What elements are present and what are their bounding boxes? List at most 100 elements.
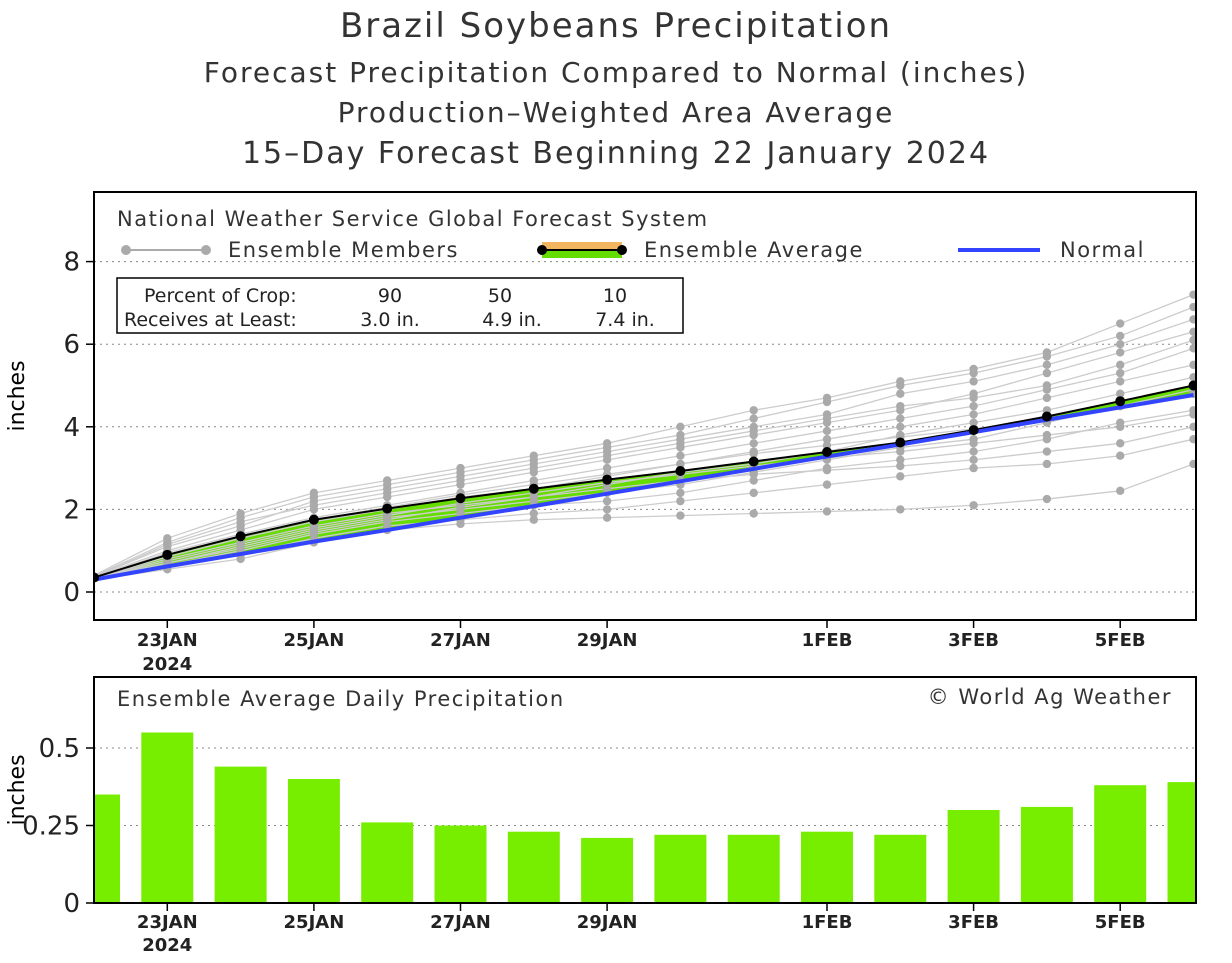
ensemble-member-line <box>94 438 1194 581</box>
daily-bar <box>287 779 340 903</box>
chart-subtitle-3: 15–Day Forecast Beginning 22 January 202… <box>241 136 991 171</box>
ensemble-member-point <box>236 544 245 553</box>
ensemble-member-point <box>969 401 978 411</box>
ensemble-member-point <box>1189 327 1196 337</box>
ensemble-member-point <box>896 447 905 456</box>
ensemble-member-point <box>1189 373 1196 382</box>
ensemble-member-point <box>1116 319 1125 328</box>
ensemble-member-line <box>94 331 1194 578</box>
ensemble-member-point <box>1189 290 1196 299</box>
ensemble-member-point <box>529 492 538 502</box>
crop-row2-value-1: 3.0 in. <box>360 309 420 331</box>
ensemble-member-point <box>969 439 978 448</box>
daily-bar <box>1094 785 1147 903</box>
ensemble-member-point <box>1042 368 1052 378</box>
ensemble-average-point <box>602 474 613 485</box>
ensemble-member-point <box>1189 315 1196 324</box>
ensemble-member-point <box>822 414 832 423</box>
daily-bar <box>507 831 560 903</box>
ensemble-member-point <box>676 488 685 498</box>
ensemble-member-point <box>1042 430 1052 440</box>
daily-bar <box>654 834 707 903</box>
crop-row2-value-2: 4.9 in. <box>482 309 542 331</box>
ensemble-member-point <box>1116 422 1125 431</box>
ensemble-member-point <box>456 503 465 512</box>
ensemble-member <box>94 422 1196 580</box>
ensemble-member-point <box>602 463 612 473</box>
ensemble-member-point <box>749 414 758 423</box>
ensemble-member-point <box>1042 352 1052 361</box>
ensemble-average-point <box>822 446 832 457</box>
ensemble-member-point <box>896 505 905 514</box>
ensemble-member-point <box>749 488 758 498</box>
top-y-tick-label: 4 <box>63 413 80 443</box>
ensemble-member-line <box>94 347 1194 579</box>
ensemble-member-point <box>1042 360 1052 370</box>
bottom-x-tick-label: 1FEB <box>802 912 853 933</box>
ensemble-member-point <box>1116 368 1125 378</box>
daily-bars-layer <box>94 732 1196 903</box>
ensemble-member-point <box>1189 302 1196 312</box>
top-legend: National Weather Service Global Forecast… <box>117 207 1143 262</box>
ensemble-member <box>94 410 1196 580</box>
daily-bar <box>434 825 487 903</box>
ensemble-member-point <box>1042 459 1052 469</box>
daily-bar <box>581 837 634 903</box>
ensemble-member-point <box>1189 360 1196 370</box>
cumulative-precip-plot: 0 2 4 6 8 23JAN 2024 25JAN 27JAN 29JAN 1FEB 3FEB 5F… <box>5 191 1197 675</box>
top-x-tick-sublabel: 2024 <box>142 654 192 675</box>
top-x-tick-label: 1FEB <box>802 630 853 651</box>
ensemble-member-point <box>896 461 905 471</box>
ensemble-member-point <box>676 439 685 448</box>
bottom-x-tick-label: 27JAN <box>430 912 491 933</box>
crop-row1-value-2: 50 <box>488 285 512 307</box>
ensemble-member-point <box>1042 381 1052 390</box>
ensemble-member-line <box>94 339 1194 578</box>
bottom-plot-label: Ensemble Average Daily Precipitation <box>117 687 565 711</box>
ensemble-member-point <box>822 507 832 516</box>
daily-bar <box>1020 806 1073 903</box>
ensemble-member-point <box>896 389 905 398</box>
ensemble-member-point <box>383 515 392 524</box>
ensemble-member-point <box>1116 486 1125 496</box>
ensemble-average-point <box>528 483 539 494</box>
ensemble-member-point <box>969 455 978 465</box>
ensemble-member-point <box>1116 340 1125 349</box>
ensemble-member-point <box>676 459 685 469</box>
ensemble-member-point <box>1189 459 1196 469</box>
ensemble-member-point <box>456 519 465 529</box>
legend-source: National Weather Service Global Forecast… <box>117 207 709 231</box>
ensemble-member-point <box>602 484 612 493</box>
bottom-y-axis-ticks: 0 0.25 0.5 <box>22 734 94 919</box>
ensemble-member-point <box>969 368 978 378</box>
ensemble-member-point <box>896 414 905 423</box>
ensemble-member-point <box>1042 393 1052 403</box>
ensemble-average-point <box>968 425 979 436</box>
top-x-tick-label: 3FEB <box>948 630 999 651</box>
ensemble-average-point <box>455 493 466 504</box>
ensemble-member-line <box>94 306 1194 577</box>
daily-bar <box>214 766 267 903</box>
crop-percent-table: Percent of Crop: 90 50 10 Receives at Le… <box>116 277 684 334</box>
ensemble-member-point <box>969 447 978 456</box>
ensemble-member-point <box>822 426 832 436</box>
legend-members-label: Ensemble Members <box>228 238 459 262</box>
legend-average-label: Ensemble Average <box>644 238 864 262</box>
ensemble-member-point <box>896 422 905 431</box>
daily-bar <box>94 794 120 903</box>
ensemble-member-line <box>94 463 1194 581</box>
bottom-y-tick-label: 0.5 <box>39 734 80 764</box>
daily-bar <box>874 834 927 903</box>
top-x-tick-label: 5FEB <box>1095 630 1146 651</box>
ensemble-average-point <box>235 531 246 542</box>
bottom-x-tick-label: 5FEB <box>1095 912 1146 933</box>
bottom-x-tick-sublabel: 2024 <box>142 935 192 956</box>
ensemble-member-point <box>1116 439 1125 448</box>
ensemble-member <box>94 434 1196 581</box>
daily-bar <box>801 831 853 903</box>
bottom-y-tick-label: 0 <box>63 889 80 919</box>
ensemble-member-point <box>749 406 758 415</box>
ensemble-average-line <box>94 384 1194 579</box>
